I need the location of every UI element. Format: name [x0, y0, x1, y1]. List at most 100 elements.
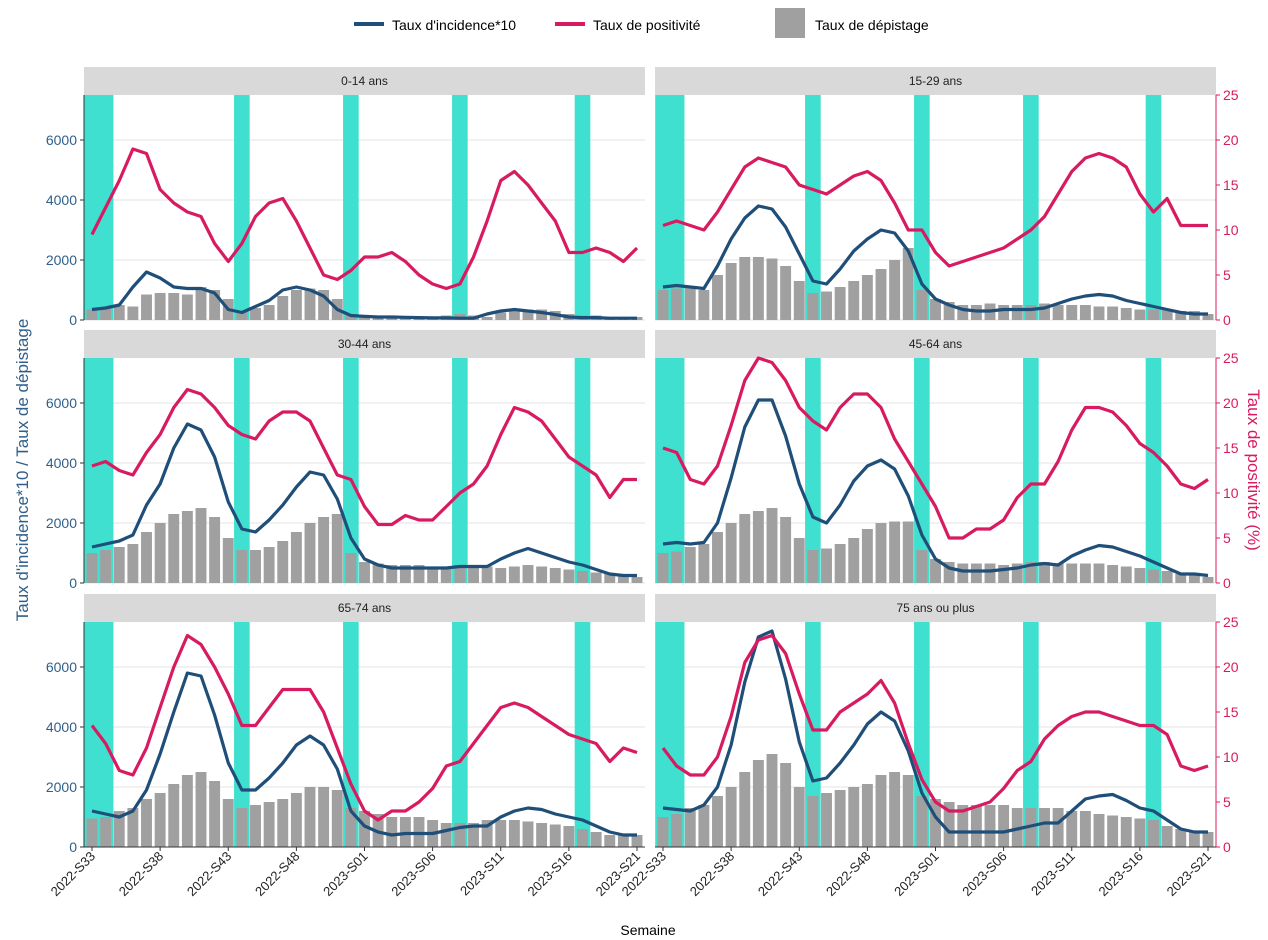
- screening-bar: [1107, 815, 1119, 847]
- holiday-band: [84, 358, 114, 583]
- screening-bar: [604, 835, 616, 847]
- right-tick-label: 10: [1223, 485, 1239, 501]
- screening-bar: [209, 517, 221, 583]
- screening-bar: [331, 514, 343, 583]
- screening-bar: [113, 305, 125, 320]
- panel-1: 0-14 ans 0 2000 4000 6000: [46, 67, 645, 328]
- screening-bar: [889, 521, 901, 583]
- screening-bar: [522, 821, 534, 847]
- screening-bar: [127, 808, 139, 847]
- holiday-band: [1023, 358, 1039, 583]
- screening-bar: [766, 258, 778, 320]
- screening-bar: [943, 302, 955, 320]
- screening-bar: [657, 553, 669, 583]
- screening-bar: [766, 754, 778, 847]
- screening-bar: [943, 562, 955, 583]
- legend-incidence-label: Taux d'incidence*10: [392, 17, 516, 33]
- screening-bar: [454, 823, 466, 847]
- holiday-band: [1145, 358, 1162, 583]
- screening-bar: [671, 288, 683, 320]
- screening-bar: [807, 796, 819, 847]
- screening-bar: [304, 288, 316, 320]
- left-tick-label: 0: [69, 839, 77, 855]
- screening-bar: [468, 823, 479, 847]
- screening-bar: [793, 538, 805, 583]
- screening-bar: [181, 511, 193, 583]
- left-tick-label: 6000: [46, 395, 77, 411]
- screening-bar: [290, 290, 302, 320]
- screening-bar: [536, 309, 548, 320]
- screening-bar: [1175, 574, 1187, 583]
- screening-bar: [1093, 563, 1105, 583]
- holiday-band: [914, 622, 930, 847]
- screening-bar: [930, 299, 941, 320]
- left-tick-label: 4000: [46, 192, 77, 208]
- legend-screening-label: Taux de dépistage: [815, 17, 929, 33]
- left-tick-label: 2000: [46, 252, 77, 268]
- screening-bar: [86, 309, 98, 320]
- left-tick-label: 2000: [46, 779, 77, 795]
- screening-bar: [998, 805, 1010, 847]
- holiday-band: [805, 622, 821, 847]
- screening-bar: [386, 817, 398, 847]
- screening-bar: [916, 796, 928, 847]
- screening-bar: [957, 305, 969, 320]
- x-tick-label: 2023-S21: [1164, 849, 1214, 899]
- x-axis-title: Semaine: [620, 922, 675, 938]
- screening-bar: [277, 541, 289, 583]
- screening-bar: [604, 574, 616, 583]
- screening-bar: [684, 808, 696, 847]
- screening-bar: [848, 281, 860, 320]
- x-tick-label: 2023-S16: [1096, 849, 1146, 899]
- screening-bar: [957, 805, 969, 847]
- screening-bar: [508, 311, 520, 320]
- screening-bar: [1107, 565, 1119, 583]
- x-tick-label: 2023-S06: [959, 849, 1009, 899]
- screening-bar: [590, 572, 602, 583]
- screening-bar: [998, 565, 1010, 583]
- screening-bar: [684, 547, 696, 583]
- screening-bar: [1120, 566, 1132, 583]
- screening-bar: [752, 760, 764, 847]
- screening-bar: [181, 294, 193, 320]
- screening-bar: [834, 790, 846, 847]
- screening-bar: [290, 793, 302, 847]
- holiday-band: [574, 358, 591, 583]
- panel-3: 30-44 ans 0 2000 4000 6000: [46, 330, 645, 591]
- right-tick-label: 25: [1223, 350, 1239, 366]
- screening-bar: [1079, 305, 1091, 320]
- screening-bar: [889, 260, 901, 320]
- screening-bar: [698, 805, 710, 847]
- screening-bar: [834, 287, 846, 320]
- screening-bar: [168, 293, 180, 320]
- screening-bar: [1120, 308, 1132, 320]
- screening-bar: [86, 818, 98, 847]
- screening-bar: [930, 559, 941, 583]
- left-tick-label: 6000: [46, 132, 77, 148]
- screening-bar: [222, 538, 234, 583]
- screening-bar: [780, 266, 792, 320]
- screening-bar: [821, 793, 832, 847]
- holiday-band: [84, 95, 114, 320]
- screening-bar: [263, 547, 275, 583]
- screening-bar: [875, 269, 887, 320]
- screening-bar: [1148, 569, 1159, 583]
- screening-bar: [1052, 563, 1064, 583]
- screening-bar: [902, 248, 914, 320]
- left-tick-label: 4000: [46, 719, 77, 735]
- screening-bar: [916, 550, 928, 583]
- holiday-band: [1145, 95, 1162, 320]
- right-axis-title: Taux de positivité (%): [1244, 389, 1263, 551]
- screening-bar: [1093, 306, 1105, 320]
- screening-bar: [875, 523, 887, 583]
- screening-bar: [916, 290, 928, 320]
- screening-bar: [195, 508, 207, 583]
- screening-bar: [1107, 306, 1119, 320]
- screening-bar: [671, 551, 683, 583]
- positivity-line: [90, 633, 638, 822]
- panel-title: 65-74 ans: [338, 601, 391, 615]
- x-tick-label: 2022-S48: [252, 849, 302, 899]
- screening-bar: [821, 291, 832, 320]
- screening-bar: [577, 829, 588, 847]
